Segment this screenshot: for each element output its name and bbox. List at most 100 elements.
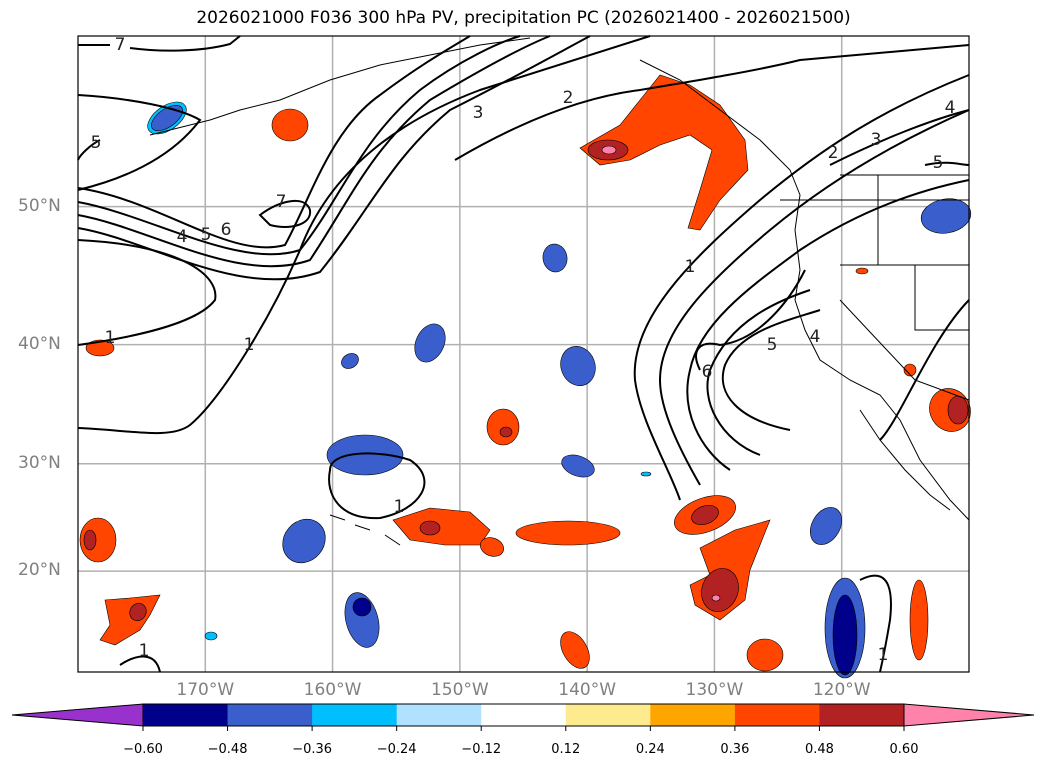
lon-tick-label: 130°W	[685, 680, 744, 700]
precip-negative	[809, 507, 843, 545]
contour-label: 5	[767, 335, 778, 355]
lat-tick-label: 50°N	[18, 195, 61, 216]
contour-label: 1	[139, 641, 150, 661]
precip-positive	[903, 363, 917, 377]
pv-contour-line	[328, 452, 426, 520]
coastline	[639, 59, 970, 521]
pv-contour-line	[77, 139, 101, 161]
contour-label: 7	[115, 35, 126, 55]
precip-positive	[855, 267, 869, 275]
precip-negative	[151, 105, 183, 131]
precip-heavy	[691, 504, 719, 526]
coastline	[329, 514, 401, 546]
lat-tick-label: 40°N	[18, 333, 61, 354]
precip-heavy	[947, 395, 969, 425]
coastline	[149, 37, 531, 136]
contour-label: 1	[685, 257, 696, 277]
colorbar-segment	[650, 704, 736, 726]
pv-contour-line	[721, 309, 821, 431]
precip-positive	[486, 408, 520, 446]
precip-negative	[341, 353, 359, 369]
lon-tick-label: 160°W	[303, 680, 362, 700]
precip-heavy	[499, 426, 513, 438]
precipitation-shading	[79, 74, 972, 679]
lat-tick-label: 20°N	[18, 560, 61, 581]
colorbar-tick-label: −0.60	[123, 742, 163, 757]
contour-label: 1	[105, 328, 116, 348]
precip-positive	[579, 74, 749, 231]
colorbar-tick-label: −0.48	[207, 742, 248, 757]
colorbar-tick-label: 0.36	[720, 742, 750, 757]
colorbar-tick-label: 0.12	[551, 742, 581, 757]
precip-heavy	[83, 529, 97, 551]
pv-contour-line	[829, 109, 970, 166]
colorbar-tick-label: 0.60	[889, 742, 919, 757]
lon-tick-label: 170°W	[176, 680, 235, 700]
pv-contour-line	[706, 289, 811, 456]
colorbar	[11, 703, 1035, 731]
pv-contour-line	[695, 269, 806, 371]
colorbar-tick-label: 0.24	[635, 742, 665, 757]
contour-label: 5	[201, 225, 212, 245]
contour-label: 6	[702, 362, 713, 382]
pv-contours	[77, 35, 970, 673]
contour-label: 5	[91, 133, 102, 153]
pv-contour-line	[77, 35, 471, 249]
precip-positive	[909, 579, 929, 661]
colorbar-extend-low	[11, 703, 144, 727]
precip-negative	[282, 518, 326, 564]
precip-extreme	[601, 145, 617, 155]
precip-negative	[560, 346, 596, 386]
graticule	[78, 36, 969, 672]
pv-contour-line	[77, 35, 551, 268]
pv-contour-line	[258, 199, 312, 228]
contour-label: 1	[244, 335, 255, 355]
colorbar-tick-label: −0.12	[461, 742, 502, 757]
contour-label: 4	[945, 98, 956, 118]
precip-negative	[542, 243, 568, 273]
precip-positive	[560, 631, 590, 669]
pv-contour-line	[119, 655, 161, 673]
contour-label: 6	[221, 220, 232, 240]
coastline	[859, 409, 951, 511]
precip-positive	[746, 638, 784, 672]
precip-positive	[271, 108, 309, 142]
colorbar-tick-label: −0.36	[292, 742, 333, 757]
pv-contour-line	[658, 109, 970, 486]
coastlines	[149, 37, 970, 546]
pv-contour-line	[859, 574, 892, 673]
colorbar-segment	[819, 704, 905, 726]
pv-contour-line	[924, 161, 970, 166]
contour-label: 2	[563, 88, 574, 108]
colorbar-segment	[481, 704, 567, 726]
precip-negative	[414, 323, 446, 363]
pv-contour-line	[77, 35, 521, 256]
colorbar-segment	[143, 704, 229, 726]
map-frame	[77, 35, 970, 673]
precip-heavy	[419, 520, 441, 536]
contour-label: 5	[933, 153, 944, 173]
precip-strong-negative	[832, 594, 858, 676]
pv-contour-line	[78, 35, 241, 52]
coastline	[914, 265, 969, 331]
precip-positive	[99, 594, 161, 646]
colorbar-segment	[312, 704, 398, 726]
lon-tick-label: 120°W	[812, 680, 871, 700]
precip-negative-edge	[204, 631, 218, 641]
pv-contour-line	[879, 299, 970, 441]
contour-label: 1	[394, 497, 405, 517]
colorbar-segment	[734, 704, 820, 726]
precip-positive	[85, 339, 115, 357]
contour-label: 2	[828, 143, 839, 163]
precip-negative-edge	[640, 471, 652, 477]
chart-title: 2026021000 F036 300 hPa PV, precipitatio…	[196, 8, 851, 28]
precip-negative	[561, 454, 595, 478]
pv-contour-line	[77, 35, 651, 435]
precip-positive	[480, 537, 504, 557]
precip-heavy	[129, 602, 147, 622]
contour-label: 4	[177, 227, 188, 247]
precip-extreme	[711, 594, 721, 602]
contour-label: 3	[473, 103, 484, 123]
